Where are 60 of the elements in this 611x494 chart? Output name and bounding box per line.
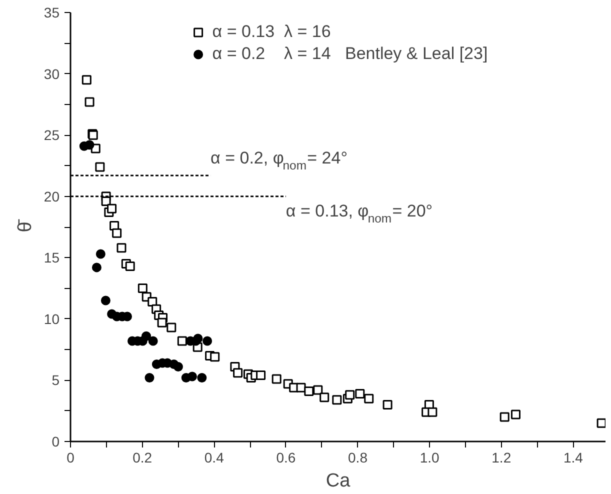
- point: [144, 373, 154, 383]
- x-tick-label: 1.4: [563, 450, 584, 466]
- y-tick-label: 10: [44, 310, 60, 327]
- point: [320, 392, 330, 402]
- point: [202, 336, 212, 346]
- point: [84, 97, 94, 107]
- y-tick-label: 25: [44, 127, 60, 144]
- point: [138, 284, 148, 294]
- point: [510, 410, 520, 420]
- point: [233, 368, 243, 378]
- x-tick-label: 0.6: [276, 450, 296, 466]
- point: [364, 394, 374, 404]
- point: [84, 140, 94, 150]
- point: [193, 334, 203, 344]
- point: [101, 196, 111, 206]
- point: [313, 385, 323, 395]
- x-tick-label: 1.2: [492, 450, 512, 466]
- point: [82, 75, 92, 85]
- point: [166, 322, 176, 332]
- y-axis-title: θ̄: [14, 218, 36, 232]
- y-tick-label: 30: [44, 66, 60, 82]
- point: [272, 374, 282, 384]
- point: [428, 407, 438, 417]
- point: [355, 388, 365, 398]
- point: [95, 162, 105, 172]
- point: [157, 318, 167, 328]
- y-tick-label: 0: [52, 434, 60, 450]
- x-tick-label: 0.2: [132, 450, 152, 466]
- point: [596, 418, 606, 428]
- point: [125, 261, 135, 271]
- point: [382, 400, 392, 410]
- point: [256, 370, 266, 380]
- point: [92, 262, 102, 272]
- y-tick-label: 35: [44, 4, 60, 20]
- x-tick-label: 0.4: [204, 450, 224, 466]
- legend-label: α = 0.13 λ = 16: [212, 22, 331, 42]
- x-tick-label: 0.8: [348, 450, 368, 466]
- y-tick-label: 15: [44, 250, 60, 266]
- point: [142, 331, 152, 341]
- x-tick-label: 0: [66, 450, 75, 466]
- point: [148, 336, 158, 346]
- point: [173, 362, 183, 372]
- point: [96, 249, 106, 259]
- point: [116, 243, 126, 253]
- point: [332, 395, 342, 405]
- point: [210, 352, 220, 362]
- point: [187, 372, 197, 382]
- point: [304, 386, 314, 396]
- legend-label: α = 0.2 λ = 14 Bentley & Leal [23]: [212, 44, 488, 64]
- point: [345, 390, 355, 400]
- y-tick-label: 20: [44, 188, 60, 204]
- x-tick-label: 1.0: [420, 450, 440, 466]
- point: [100, 296, 110, 306]
- x-axis-title: Ca: [326, 470, 351, 492]
- point: [197, 373, 207, 383]
- point: [107, 204, 117, 214]
- point: [500, 412, 510, 422]
- point: [177, 336, 187, 346]
- point: [112, 228, 122, 238]
- y-tick-label: 5: [52, 372, 60, 388]
